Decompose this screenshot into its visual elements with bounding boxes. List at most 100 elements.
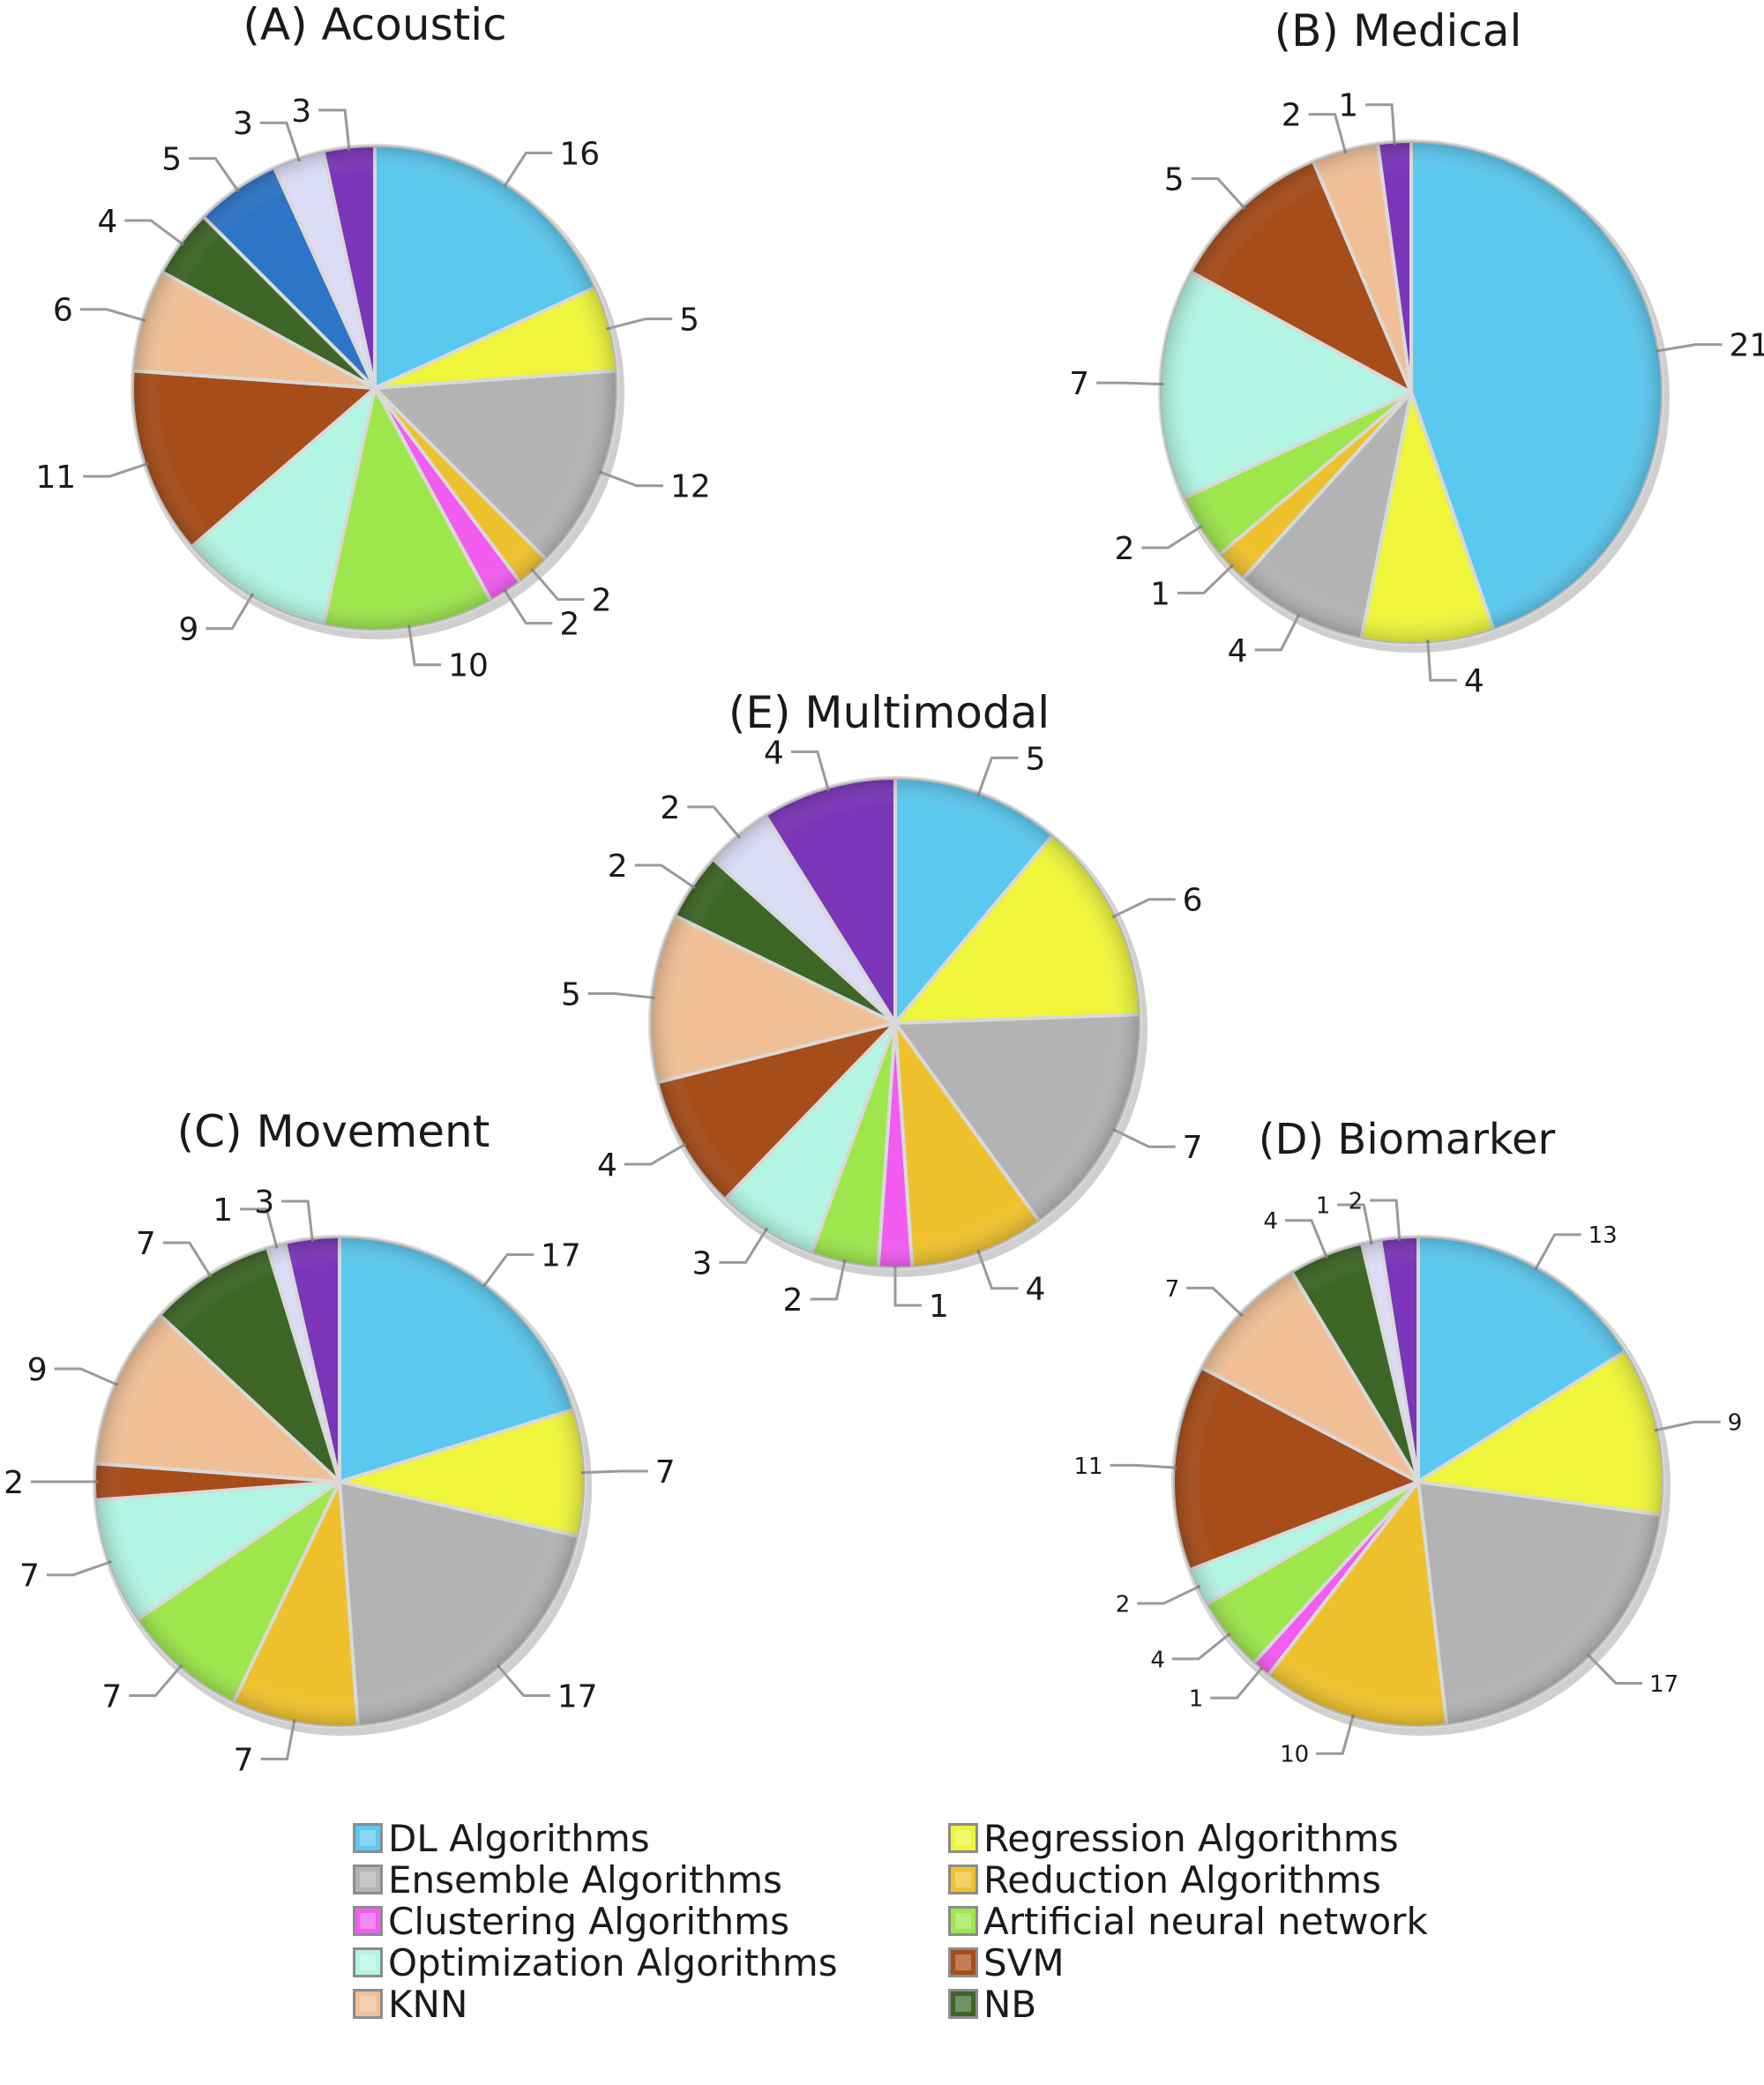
- leader-line: [1370, 1199, 1401, 1241]
- leader-line: [893, 1265, 922, 1307]
- leader-line: [1171, 1632, 1231, 1661]
- leader-line: [624, 1142, 687, 1166]
- leader-line: [281, 1199, 314, 1242]
- pie-slice-ensemble-algorithms: [1416, 1480, 1663, 1728]
- data-label: 2: [608, 848, 628, 885]
- data-label: 7: [19, 1558, 40, 1595]
- data-label: 2: [783, 1282, 804, 1319]
- pie-c-movement: (C) Movement 17 7 17 7 7 7 2 9 7 1 3: [4, 1106, 676, 1778]
- data-label: 2: [559, 607, 579, 643]
- data-label: 10: [1280, 1742, 1309, 1768]
- legend-label: Ensemble Algorithms: [388, 1857, 782, 1902]
- data-label: 2: [1114, 531, 1134, 567]
- data-label: 12: [670, 469, 711, 505]
- data-label: 1: [1150, 576, 1170, 612]
- data-label: 11: [1073, 1454, 1102, 1480]
- leader-line: [54, 1367, 119, 1386]
- data-label: 7: [136, 1226, 156, 1262]
- data-label: 17: [541, 1237, 581, 1274]
- data-label: 4: [1025, 1272, 1045, 1308]
- data-label: 17: [1649, 1671, 1678, 1698]
- legend-swatch: [948, 1823, 978, 1853]
- leader-line: [1191, 176, 1246, 210]
- legend-item-knn: KNN: [353, 1983, 467, 2026]
- leader-line: [1110, 1463, 1177, 1469]
- leader-line: [124, 219, 184, 246]
- data-label: 7: [234, 1742, 254, 1778]
- data-label: 7: [1069, 366, 1089, 402]
- data-label: 4: [97, 204, 117, 240]
- leader-line: [162, 1241, 213, 1278]
- chart-legend: DL Algorithms Regression Algorithms Ensemb…: [353, 1817, 1499, 2081]
- legend-item-dl-algorithms: DL Algorithms: [353, 1816, 650, 1860]
- legend-swatch: [948, 1906, 978, 1936]
- leader-line: [587, 992, 655, 999]
- leader-line: [1337, 1203, 1373, 1245]
- leader-line: [1177, 564, 1235, 594]
- data-label: 3: [254, 1184, 274, 1221]
- data-label: 2: [1282, 98, 1302, 134]
- leader-line: [1654, 1420, 1721, 1432]
- leader-line: [1137, 1584, 1201, 1605]
- leader-line: [687, 805, 742, 840]
- legend-label: SVM: [983, 1940, 1065, 1984]
- data-label: 10: [448, 648, 489, 684]
- chart-title: (C) Movement: [177, 1106, 490, 1157]
- legend-label: Regression Algorithms: [983, 1816, 1399, 1860]
- legend-swatch: [948, 1989, 978, 2019]
- leader-line: [1426, 639, 1457, 682]
- leader-line: [1534, 1233, 1581, 1271]
- data-label: 17: [557, 1679, 598, 1715]
- data-label: 2: [660, 790, 680, 826]
- leader-line: [1111, 898, 1176, 919]
- data-label: 6: [1183, 883, 1203, 919]
- leader-line: [83, 462, 149, 478]
- leader-line: [318, 108, 351, 151]
- leader-line: [580, 1469, 648, 1475]
- legend-swatch: [948, 1865, 978, 1894]
- legend-swatch: [353, 1823, 383, 1853]
- data-label: 13: [1588, 1222, 1618, 1249]
- data-label: 1: [1189, 1685, 1204, 1712]
- data-label: 4: [1464, 663, 1484, 699]
- data-label: 7: [655, 1454, 676, 1491]
- data-label: 4: [1228, 633, 1248, 669]
- data-label: 5: [1025, 741, 1045, 777]
- data-label: 16: [559, 136, 600, 172]
- chart-title: (B) Medical: [1274, 5, 1522, 56]
- data-label: 3: [291, 93, 311, 130]
- data-label: 11: [35, 460, 76, 496]
- legend-item-optimization-algorithms: Optimization Algorithms: [353, 1941, 838, 1984]
- leader-line: [1284, 1219, 1328, 1259]
- legend-item-reduction-algorithms: Reduction Algorithms: [948, 1858, 1381, 1902]
- data-label: 5: [161, 142, 182, 178]
- leader-line: [79, 308, 146, 323]
- chart-title: (A) Acoustic: [243, 0, 506, 50]
- data-label: 4: [764, 735, 784, 771]
- leader-line: [503, 151, 553, 188]
- data-label: 1: [213, 1192, 233, 1229]
- data-label: 21: [1729, 328, 1764, 364]
- leader-line: [1655, 343, 1723, 353]
- legend-item-clustering-algorithms: Clustering Algorithms: [353, 1900, 789, 1943]
- legend-swatch: [353, 1947, 383, 1977]
- legend-item-svm: SVM: [948, 1941, 1065, 1984]
- chart-title: (E) Multimodal: [729, 687, 1050, 738]
- leader-line: [240, 1207, 279, 1249]
- legend-label: DL Algorithms: [388, 1816, 650, 1860]
- data-label: 7: [1165, 1276, 1180, 1303]
- data-label: 5: [679, 303, 699, 339]
- data-label: 1: [1316, 1192, 1331, 1219]
- leader-line: [976, 756, 1019, 797]
- data-label: 3: [692, 1245, 713, 1282]
- leader-line: [46, 1560, 112, 1577]
- leader-line: [1186, 1286, 1244, 1318]
- leader-line: [482, 1253, 534, 1289]
- data-label: 2: [4, 1465, 24, 1501]
- data-label: 9: [27, 1352, 48, 1388]
- leader-line: [606, 318, 673, 331]
- chart-title: (D) Biomarker: [1259, 1115, 1556, 1164]
- legend-label: NB: [983, 1982, 1037, 2026]
